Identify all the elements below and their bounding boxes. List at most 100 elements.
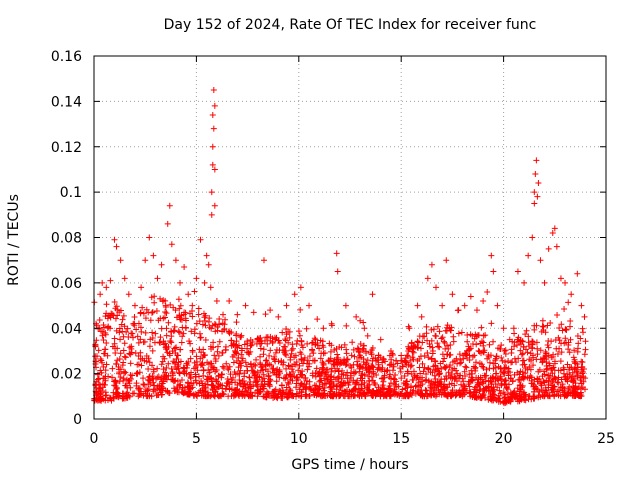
band-point (127, 371, 134, 378)
band-point (117, 366, 124, 373)
band-point (109, 311, 116, 318)
band-point (276, 368, 283, 375)
y-tick-label: 0.02 (51, 367, 82, 383)
band-point (216, 316, 223, 323)
band-point (572, 385, 579, 392)
band-point (450, 333, 457, 340)
band-point (414, 338, 421, 345)
data-point (510, 325, 517, 332)
band-point (129, 390, 136, 397)
band-point (97, 356, 104, 363)
band-point (180, 369, 187, 376)
band-point (236, 393, 243, 400)
band-point (151, 382, 158, 389)
band-point (520, 357, 527, 364)
band-point (210, 339, 217, 346)
data-point (164, 220, 171, 227)
band-point (253, 381, 260, 388)
data-point (226, 298, 233, 305)
band-point (515, 355, 522, 362)
band-point (200, 384, 207, 391)
band-point (206, 369, 213, 376)
band-point (308, 339, 315, 346)
band-point (453, 389, 460, 396)
band-point (445, 372, 452, 379)
data-point (107, 277, 114, 284)
band-point (404, 368, 411, 375)
band-point (555, 379, 562, 386)
data-point (488, 252, 495, 259)
band-point (480, 378, 487, 385)
data-point (210, 125, 217, 132)
data-point (210, 87, 217, 94)
band-point (319, 338, 326, 345)
band-point (255, 390, 262, 397)
data-point (209, 143, 216, 150)
band-point (297, 349, 304, 356)
data-point (209, 161, 216, 168)
band-point (135, 352, 142, 359)
band-point (421, 333, 428, 340)
band-point (509, 377, 516, 384)
band-point (287, 354, 294, 361)
band-point (335, 354, 342, 361)
band-point (123, 382, 130, 389)
band-point (357, 317, 364, 324)
band-point (167, 301, 174, 308)
data-point (158, 261, 165, 268)
data-point (377, 336, 384, 343)
band-point (514, 369, 521, 376)
band-point (333, 359, 340, 366)
band-point (284, 379, 291, 386)
band-point (279, 329, 286, 336)
data-point (506, 336, 513, 343)
band-point (126, 350, 133, 357)
band-point (91, 395, 98, 402)
band-point (117, 350, 124, 357)
data-point (291, 291, 298, 298)
band-point (560, 364, 567, 371)
band-point (501, 370, 508, 377)
band-point (336, 391, 343, 398)
band-point (196, 380, 203, 387)
band-point (271, 353, 278, 360)
band-point (441, 339, 448, 346)
band-point (412, 383, 419, 390)
band-point (503, 385, 510, 392)
band-point (244, 367, 251, 374)
band-point (163, 376, 170, 383)
band-point (420, 368, 427, 375)
band-point (231, 369, 238, 375)
band-point (495, 395, 502, 402)
band-point (520, 343, 527, 350)
band-point (319, 359, 326, 366)
band-point (120, 375, 127, 382)
band-point (137, 336, 144, 343)
band-point (183, 370, 190, 377)
band-point (241, 373, 248, 380)
band-point (228, 329, 235, 336)
band-point (400, 379, 407, 386)
band-point (214, 343, 221, 350)
band-point (175, 352, 181, 359)
band-point (168, 365, 175, 372)
band-point (171, 327, 178, 334)
data-point (138, 284, 145, 291)
band-point (241, 341, 248, 348)
band-point (224, 375, 231, 382)
band-point (160, 315, 167, 322)
band-point (96, 317, 103, 324)
band-point (135, 385, 142, 392)
band-point (546, 360, 553, 367)
band-point (444, 351, 451, 358)
band-point (520, 373, 527, 380)
band-point (392, 372, 399, 379)
band-point (311, 335, 318, 342)
band-point (485, 383, 492, 390)
band-point (540, 355, 547, 362)
band-point (208, 325, 215, 332)
band-point (460, 378, 467, 385)
band-point (566, 323, 573, 330)
band-point (131, 322, 138, 329)
band-point (232, 389, 239, 396)
